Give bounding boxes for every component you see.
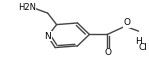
Text: O: O xyxy=(105,48,112,57)
Text: H: H xyxy=(135,36,142,46)
Text: N: N xyxy=(44,32,51,41)
Text: Cl: Cl xyxy=(139,43,148,52)
Text: H2N: H2N xyxy=(18,3,36,12)
Text: O: O xyxy=(123,18,130,27)
